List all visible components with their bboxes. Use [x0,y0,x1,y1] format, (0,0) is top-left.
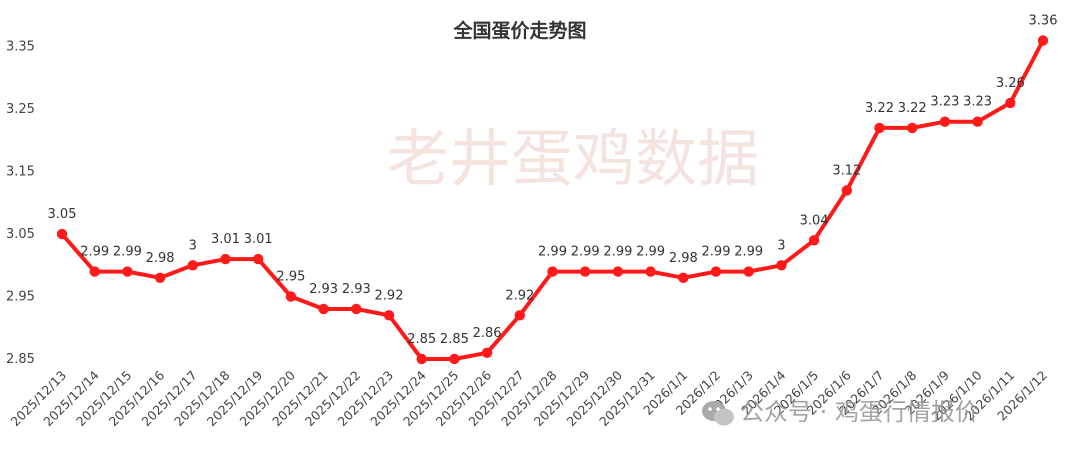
data-label: 2.99 [80,245,109,260]
data-point [678,272,689,283]
data-point [351,303,362,315]
corner-watermark: 公众号 · 鸡蛋行情报价 [702,398,979,426]
data-point [612,266,624,277]
y-tick-label: 3.35 [6,40,35,55]
data-point [220,253,231,265]
data-point [874,122,885,134]
y-tick-label: 2.85 [6,352,35,367]
data-point [1037,35,1049,46]
data-label: 2.93 [309,282,338,297]
data-label: 3.22 [865,101,894,116]
data-label: 2.98 [669,251,698,266]
data-label: 3.23 [963,95,992,110]
data-label: 2.92 [375,288,404,303]
data-point [710,266,722,277]
data-point [907,122,918,134]
data-labels: 3.052.99 2.99 2.983 3.01 3.012.952.93 2.93 2.9… [48,14,1058,348]
data-point [547,266,558,277]
y-tick-label: 2.95 [6,290,35,305]
data-point [285,291,297,302]
data-point [56,228,68,240]
data-point [841,185,852,196]
data-label: 2.93 [342,282,371,297]
data-label: 3.12 [832,163,861,178]
data-label: 2.95 [276,270,305,285]
data-point [187,260,198,271]
data-label: 2.99 [603,245,632,260]
data-point [122,266,133,277]
data-point [416,353,427,365]
data-label: 2.98 [146,251,175,266]
data-label: 2.99 [538,245,567,260]
data-point [939,116,951,127]
data-label: 2.99 [734,245,763,260]
data-label: 2.99 [113,245,142,260]
data-point [972,116,983,127]
data-label: 3.22 [898,101,927,116]
data-label: 3.26 [996,76,1025,91]
data-point [808,235,820,246]
y-tick-label: 3.25 [6,102,35,117]
data-label: 2.85 [407,332,436,347]
series-line-group [56,35,1049,365]
chart-title: 全国蛋价走势图 [452,19,586,42]
data-point [580,266,591,277]
data-point [253,253,264,265]
data-point [776,260,787,271]
data-label: 3.23 [930,95,959,110]
y-axis: 2.85 2.95 3.05 3.15 3.25 3.35 [6,40,35,367]
series-line [60,39,1045,361]
y-tick-label: 3.05 [6,227,35,242]
data-point [645,266,656,277]
data-label: 3.01 [211,232,240,247]
data-label: 3 [777,238,785,253]
data-point [1005,97,1016,109]
data-label: 3.05 [48,207,77,222]
data-label: 3.36 [1029,14,1058,29]
data-point [481,347,493,358]
wechat-icon [702,401,734,426]
data-point [383,310,395,321]
watermark-account-text: 公众号 · 鸡蛋行情报价 [740,398,979,426]
data-point [449,353,460,365]
data-label: 2.92 [505,288,534,303]
data-label: 2.99 [702,245,731,260]
data-label: 3.04 [800,213,829,228]
data-label: 2.86 [473,326,502,341]
watermark-text: 老井蛋鸡数据 [387,122,759,195]
data-label: 3.01 [244,232,273,247]
data-point [318,303,329,315]
data-label: 2.99 [571,245,600,260]
y-tick-label: 3.15 [6,165,35,180]
data-point [743,266,754,277]
data-point [89,266,100,277]
data-label: 2.99 [636,245,665,260]
data-label: 2.85 [440,332,469,347]
data-point [514,310,525,321]
data-point [154,272,166,283]
data-label: 3 [189,238,197,253]
